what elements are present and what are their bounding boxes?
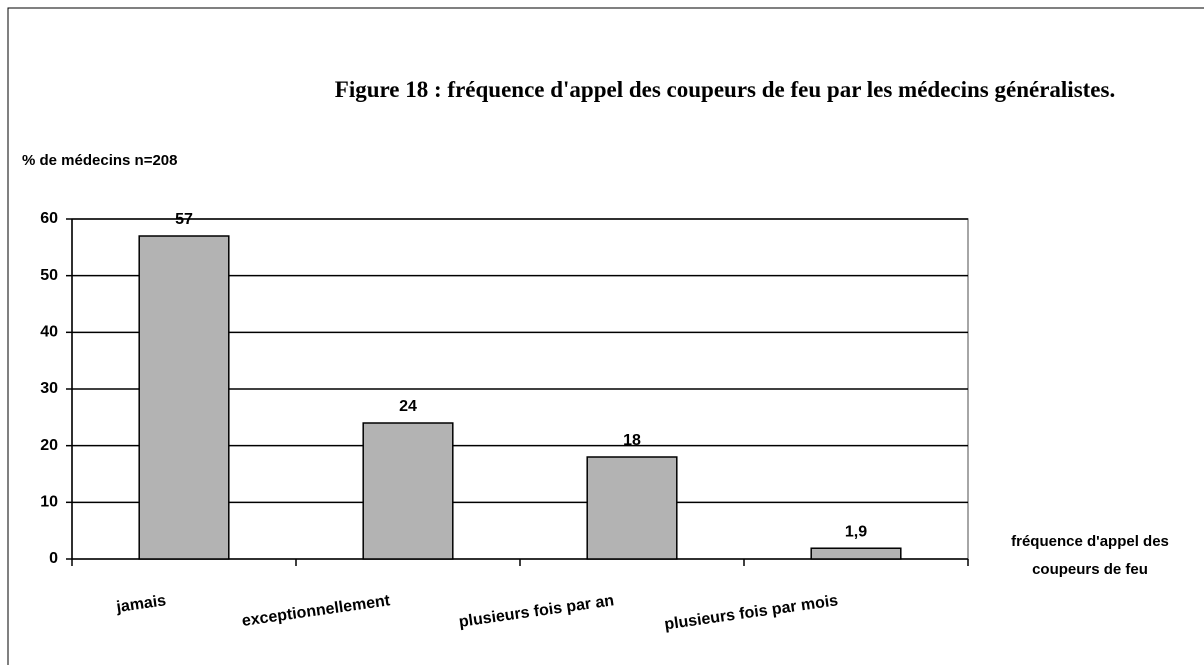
bar [362, 422, 454, 560]
x-tick-label: exceptionnellement [241, 592, 392, 630]
x-axis-label: fréquence d'appel des coupeurs de feu [1011, 533, 1169, 578]
chart-title: Figure 18 : fréquence d'appel des coupeu… [334, 77, 1116, 102]
bar [586, 456, 678, 560]
value-label: 24 [399, 398, 417, 415]
value-label: 18 [623, 432, 641, 449]
y-tick-label: 60 [40, 210, 58, 227]
bar [810, 547, 902, 560]
y-tick-label: 50 [40, 267, 58, 284]
frame [7, 7, 1204, 665]
y-tick-label: 10 [40, 494, 58, 511]
y-axis-label: % de médecins n=208 [22, 152, 178, 169]
x-tick-label: plusieurs fois par mois [663, 592, 839, 633]
y-tick-label: 30 [40, 380, 58, 397]
x-tick-label: jamais [114, 592, 167, 616]
y-tick-label: 40 [40, 324, 58, 341]
value-label: 57 [175, 211, 193, 228]
x-tick-label: plusieurs fois par an [458, 592, 615, 631]
bar [138, 235, 230, 560]
y-tick-label: 0 [49, 550, 58, 567]
value-label: 1,9 [845, 523, 867, 540]
y-tick-label: 20 [40, 437, 58, 454]
